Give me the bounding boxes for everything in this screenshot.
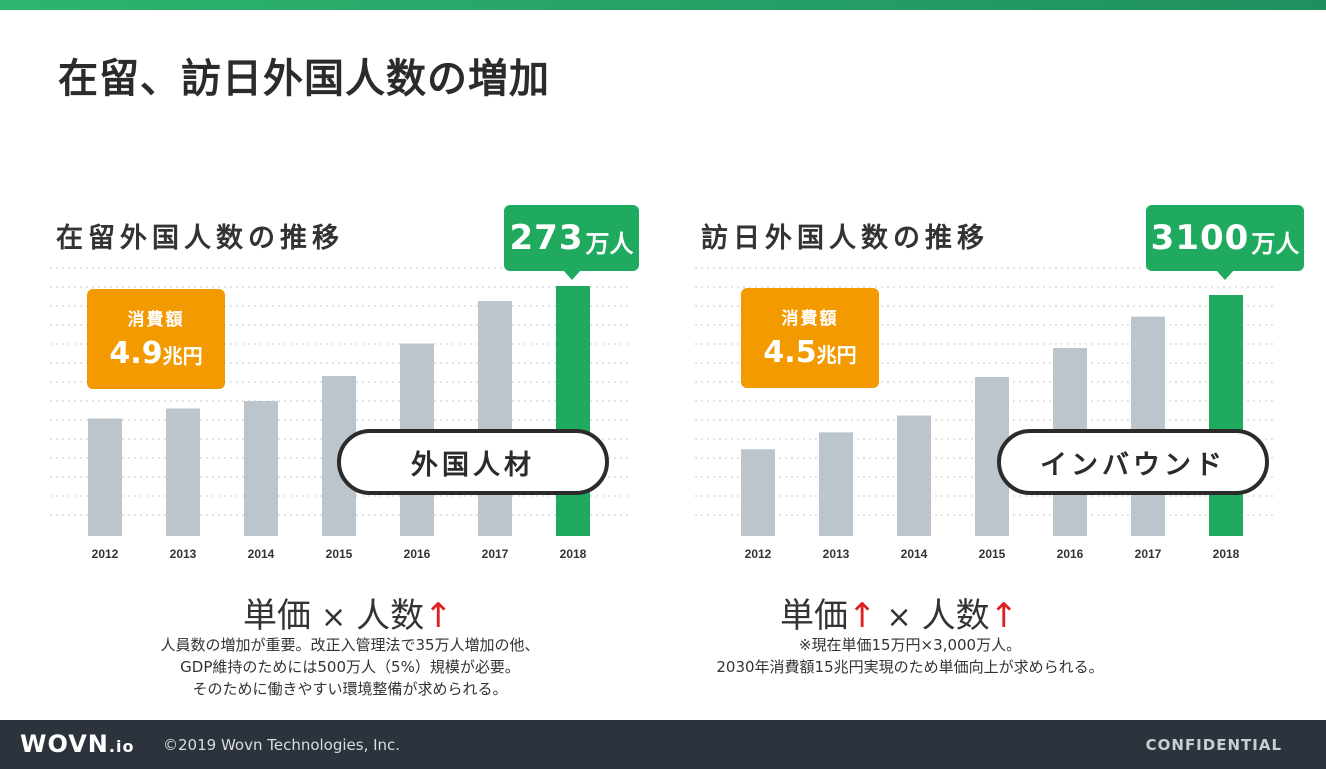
chart-inbound-visitors: 2012 2013 2014 2015 2016 2017 2018 [695, 267, 1277, 560]
spending-box: 消費額 4.5兆円 [741, 288, 879, 388]
callout-number: 273 [509, 218, 584, 258]
panel-resident-foreigners: 2012 2013 2014 2015 2016 2017 2018 在留外国人数の推移 2… [50, 200, 650, 560]
copyright-text: ©2019 Wovn Technologies, Inc. [163, 736, 401, 754]
logo-text: WOVN [20, 730, 109, 758]
bar-2018 [556, 286, 590, 536]
spending-label: 消費額 [127, 310, 185, 330]
up-arrow-icon: ↑ [848, 596, 877, 636]
x-tick-label: 2015 [979, 547, 1006, 560]
x-tick-label: 2016 [1057, 547, 1084, 560]
confidential-label: CONFIDENTIAL [1145, 736, 1282, 754]
spending-amount: 4.5兆円 [741, 335, 879, 370]
x-tick-label: 2015 [326, 547, 353, 560]
bar-2014 [897, 415, 931, 536]
bar-2014 [244, 401, 278, 536]
callout-unit: 万人 [1251, 229, 1300, 258]
bar-2017 [1131, 316, 1165, 536]
chart-title: 訪日外国人数の推移 [701, 223, 989, 254]
bar-2017 [478, 301, 512, 536]
x-tick-label: 2014 [248, 547, 275, 560]
x-tick-label: 2016 [404, 547, 431, 560]
x-tick-label: 2012 [745, 547, 772, 560]
x-tick-label: 2012 [92, 547, 119, 560]
formula-headcount: 人数 [921, 596, 990, 636]
panel-inbound-visitors: 2012 2013 2014 2015 2016 2017 2018 訪日外国人数の推移 3… [695, 200, 1304, 560]
up-arrow-icon: ↑ [424, 596, 453, 636]
x-tick-label: 2018 [560, 547, 587, 560]
spending-amount: 4.9兆円 [87, 336, 225, 371]
label-pill: インバウンド [997, 429, 1269, 495]
callout-2018-value: 273 万人 [504, 205, 639, 280]
formula-unit-price: 単価 [780, 596, 848, 636]
spending-value: 4.9 [109, 336, 163, 371]
note-line: そのために働きやすい環境整備が求められる。 [192, 680, 508, 698]
formula-headcount: 人数 [356, 596, 425, 636]
note-right: ※現在単価15万円×3,000万人。 2030年消費額15兆円実現のため単価向上… [670, 634, 1150, 678]
x-tick-label: 2013 [170, 547, 197, 560]
up-arrow-icon: ↑ [989, 596, 1019, 636]
chart-title: 在留外国人数の推移 [56, 223, 344, 254]
x-tick-label: 2013 [823, 547, 850, 560]
formula-left: 単価 × 人数↑ [243, 588, 453, 637]
top-accent-bar [0, 0, 1326, 10]
callout-2018-value: 3100 万人 [1146, 205, 1304, 280]
x-tick-label: 2017 [1135, 547, 1162, 560]
formula-right: 単価↑ × 人数↑ [780, 588, 1018, 637]
logo-suffix: .io [108, 737, 135, 756]
bar-2018 [1209, 295, 1243, 536]
slide-title: 在留、訪日外国人数の増加 [58, 56, 550, 102]
bar-2012 [741, 449, 775, 536]
spending-unit: 兆円 [816, 343, 857, 367]
wovn-logo: WOVN.io [20, 730, 134, 758]
note-line: ※現在単価15万円×3,000万人。 [798, 636, 1022, 654]
spending-value: 4.5 [763, 335, 817, 370]
formula-times: × [321, 600, 347, 635]
bar-2012 [88, 418, 122, 536]
bar-2013 [166, 408, 200, 536]
x-tick-label: 2014 [901, 547, 928, 560]
spending-box: 消費額 4.9兆円 [87, 289, 225, 389]
bar-2013 [819, 432, 853, 536]
x-tick-label: 2018 [1213, 547, 1240, 560]
footer-bar: WOVN.io ©2019 Wovn Technologies, Inc. CO… [0, 720, 1326, 769]
label-pill: 外国人材 [337, 429, 609, 495]
note-line: GDP維持のためには500万人（5%）規模が必要。 [180, 658, 520, 676]
note-left: 人員数の増加が重要。改正入管理法で35万人増加の他、 GDP維持のためには500… [120, 634, 580, 700]
callout-unit: 万人 [585, 229, 634, 258]
formula-unit-price: 単価 [243, 596, 311, 636]
spending-label: 消費額 [781, 309, 839, 329]
formula-times: × [886, 600, 912, 635]
note-line: 人員数の増加が重要。改正入管理法で35万人増加の他、 [160, 636, 540, 654]
note-line: 2030年消費額15兆円実現のため単価向上が求められる。 [716, 658, 1104, 676]
callout-number: 3100 [1150, 218, 1250, 258]
x-tick-label: 2017 [482, 547, 509, 560]
spending-unit: 兆円 [162, 344, 203, 368]
